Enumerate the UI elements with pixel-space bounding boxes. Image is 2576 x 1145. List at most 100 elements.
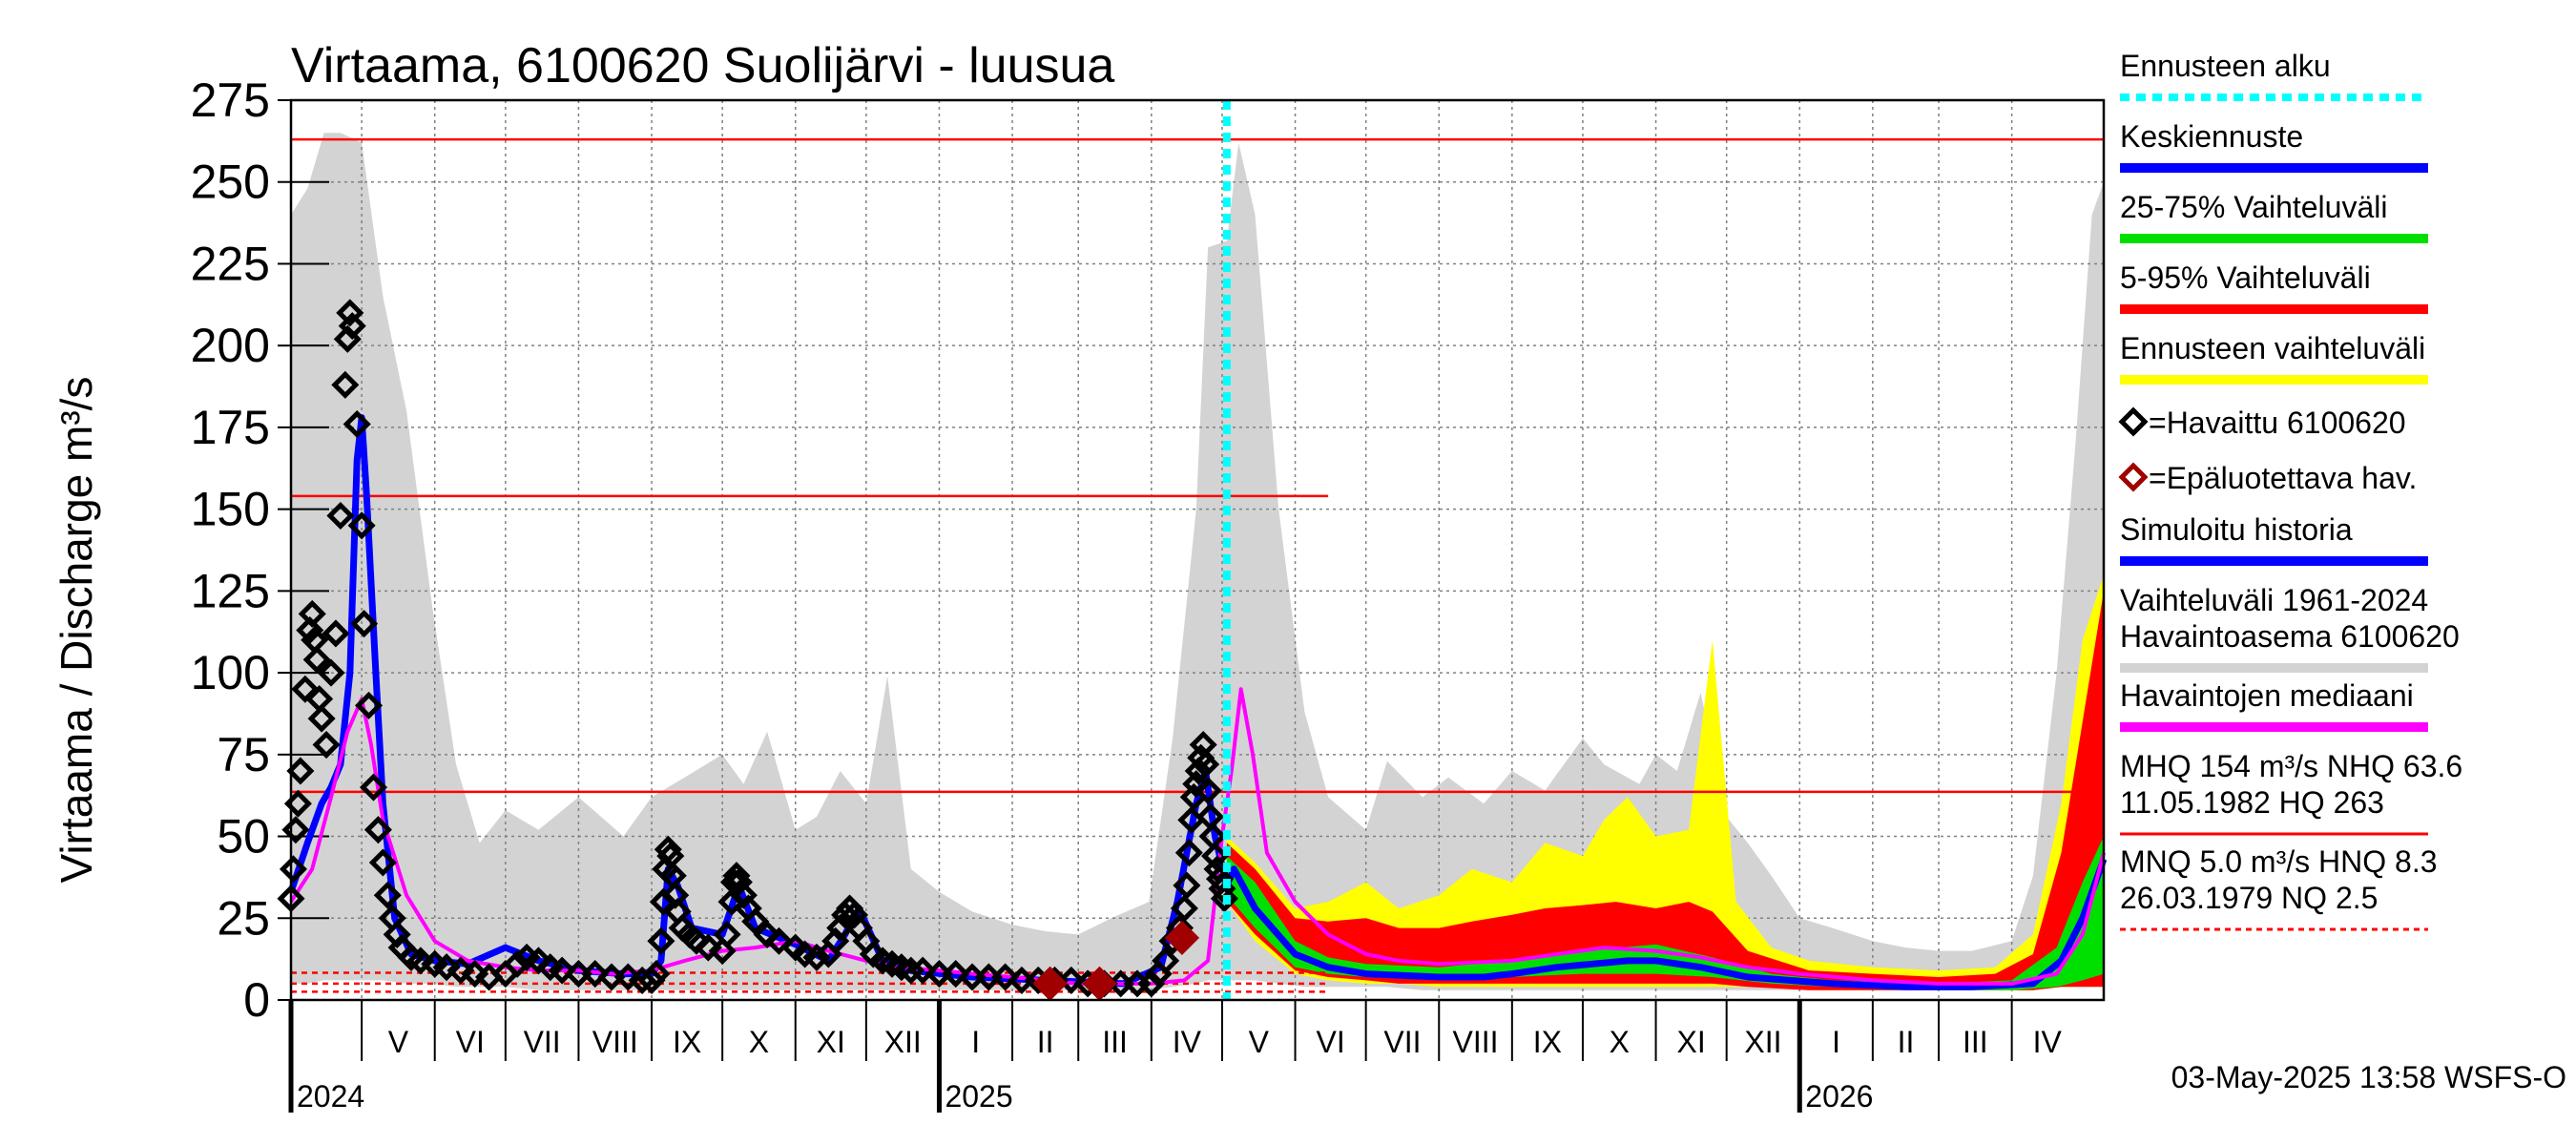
observed-point [722, 862, 751, 890]
y-tick-label: 225 [191, 237, 270, 290]
observed-point [908, 956, 937, 985]
legend-label: =Epäluotettava hav. [2149, 461, 2417, 495]
y-tick-label: 50 [217, 810, 270, 864]
month-label: XI [1677, 1025, 1706, 1059]
observed-point [637, 966, 666, 994]
observed-point [713, 920, 741, 948]
legend: Ennusteen alku Keskiennuste 25-75% Vaihtel… [2118, 49, 2462, 931]
observed-point [343, 409, 371, 439]
observed-point [298, 599, 326, 628]
observed-point [1200, 842, 1230, 870]
observed-point [613, 963, 642, 991]
month-label: V [388, 1025, 409, 1059]
observed-point [447, 956, 475, 985]
observed-point [524, 947, 552, 975]
observed-point [764, 926, 793, 955]
month-label: XII [1744, 1025, 1781, 1059]
month-label: X [1610, 1025, 1630, 1059]
observed-point [942, 960, 970, 989]
observed-point [347, 511, 376, 540]
unreliable-point [1164, 920, 1200, 955]
legend-symbol-diamond [2118, 406, 2149, 437]
month-label: III [1963, 1025, 1988, 1059]
observed-point [753, 920, 781, 948]
observed-point [1173, 871, 1201, 900]
y-axis-label: Virtaama / Discharge m³/s [52, 377, 101, 884]
observed-point [548, 956, 576, 985]
month-label: II [1037, 1025, 1054, 1059]
observed-point [302, 645, 331, 674]
month-label: X [749, 1025, 769, 1059]
legend-label: MNQ 5.0 m³/s HNQ 8.3 [2120, 844, 2438, 879]
observed-point [296, 615, 324, 645]
month-label: VII [524, 1025, 561, 1059]
observed-point [281, 816, 310, 844]
observed-point [831, 901, 860, 929]
y-tick-label: 175 [191, 401, 270, 454]
chart-title: Virtaama, 6100620 Suolijärvi - luusua [291, 38, 1114, 94]
month-label: III [1102, 1025, 1128, 1059]
y-tick-label: 125 [191, 564, 270, 617]
legend-label: Simuloitu historia [2120, 512, 2353, 547]
historical-range-band [291, 133, 2104, 990]
observed-point [359, 773, 388, 802]
y-tick-label: 250 [191, 156, 270, 209]
observed-point [741, 907, 770, 936]
observed-point [279, 855, 308, 884]
month-label: XII [884, 1025, 922, 1059]
observed-point [708, 937, 737, 966]
month-label: VII [1383, 1025, 1421, 1059]
month-label: I [1832, 1025, 1840, 1059]
observed-point [406, 947, 435, 975]
month-label: II [1898, 1025, 1915, 1059]
observed-point [581, 960, 610, 989]
year-label: 2026 [1805, 1079, 1873, 1114]
observed-point [461, 960, 489, 989]
observed-point [364, 816, 392, 844]
month-label: I [971, 1025, 980, 1059]
legend-label: 25-75% Vaihteluväli [2120, 190, 2387, 224]
observed-point [1057, 966, 1086, 994]
footer-timestamp: 03-May-2025 13:58 WSFS-O [2171, 1060, 2566, 1094]
observed-point [1194, 777, 1222, 805]
observed-point [694, 933, 722, 962]
observed-point [338, 312, 366, 341]
y-tick-label: 25 [217, 891, 270, 945]
legend-label: Ennusteen vaihteluväli [2120, 331, 2425, 365]
legend-label-line2: 11.05.1982 HQ 263 [2120, 785, 2384, 820]
month-label: IX [673, 1025, 701, 1059]
observed-point [286, 757, 315, 785]
legend-label: Ennusteen alku [2120, 49, 2331, 83]
observed-point [368, 848, 397, 877]
legend-label: MHQ 154 m³/s NHQ 63.6 [2120, 749, 2462, 783]
observed-point [1210, 885, 1238, 913]
month-label: IX [1533, 1025, 1562, 1059]
observed-point [1184, 757, 1213, 785]
observed-point [317, 658, 345, 687]
observed-point [1137, 969, 1166, 998]
y-tick-label: 100 [191, 646, 270, 699]
month-label: VIII [1453, 1025, 1499, 1059]
observed-point [432, 953, 461, 982]
observed-point [350, 610, 379, 638]
observed-point [326, 501, 355, 531]
y-tick-label: 200 [191, 319, 270, 372]
y-tick-label: 150 [191, 483, 270, 536]
legend-symbol-diamond [2118, 462, 2149, 492]
observed-point [802, 943, 831, 971]
observed-point [336, 299, 364, 327]
y-tick-label: 275 [191, 73, 270, 127]
legend-label: =Havaittu 6100620 [2149, 406, 2406, 440]
observed-point [312, 730, 341, 760]
observed-point [642, 960, 671, 989]
observed-point [307, 704, 336, 733]
year-label: 2024 [297, 1079, 364, 1114]
legend-label: Havaintojen mediaani [2120, 678, 2414, 713]
observed-point [991, 963, 1020, 991]
observed-point [1170, 894, 1198, 923]
month-label: VI [1316, 1025, 1344, 1059]
legend-label: Vaihteluväli 1961-2024 [2120, 583, 2428, 617]
legend-label: 5-95% Vaihteluväli [2120, 260, 2371, 295]
